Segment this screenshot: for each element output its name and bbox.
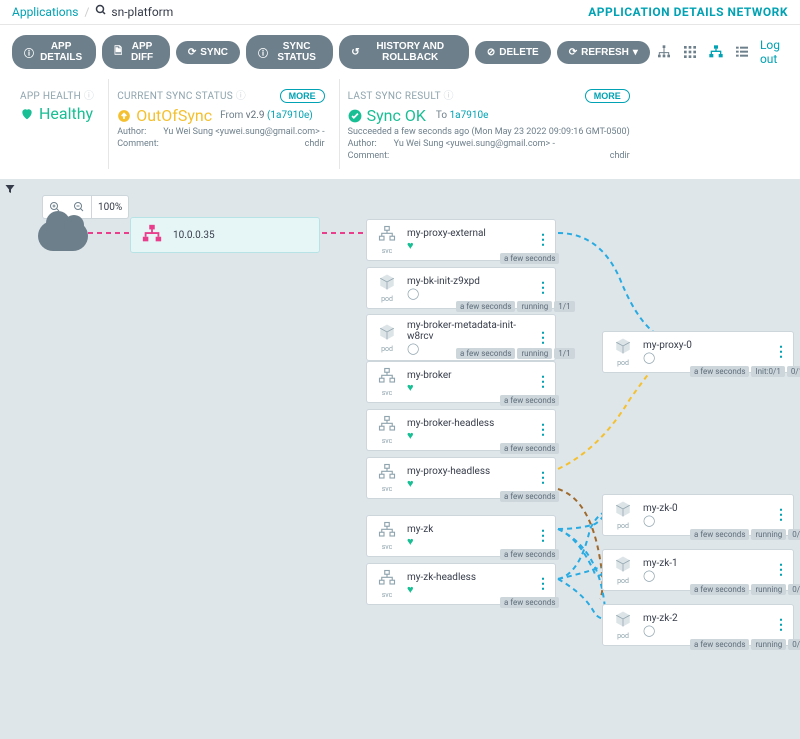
breadcrumb-separator: /	[84, 5, 89, 19]
filter-icon[interactable]	[4, 183, 16, 739]
page-title: APPLICATION DETAILS NETWORK	[588, 5, 788, 19]
list-view-icon[interactable]	[734, 43, 750, 61]
last-sync-label: LAST SYNC RESULT ⓘ	[348, 87, 454, 102]
menu-icon[interactable]: ⋮	[536, 474, 549, 482]
network-view-icon[interactable]	[708, 43, 724, 61]
sync-status-button[interactable]: ⓘSYNC STATUS	[246, 35, 333, 69]
menu-icon[interactable]: ⋮	[774, 348, 787, 356]
delete-icon: ⊘	[487, 47, 495, 58]
refresh-button[interactable]: ⟳REFRESH ▾	[557, 41, 650, 64]
last-sync-succeeded: Succeeded a few seconds ago (Mon May 23 …	[348, 127, 630, 137]
arrow-up-icon	[117, 109, 131, 123]
service-icon	[377, 569, 397, 590]
service-icon	[377, 415, 397, 436]
comment-label: Comment:	[117, 139, 163, 149]
app-diff-button[interactable]: 🗎APP DIFF	[102, 35, 170, 69]
logout-link[interactable]: Log out	[760, 38, 788, 66]
zoom-value: 100%	[91, 196, 128, 218]
ring-icon: ◯	[407, 287, 419, 300]
service-icon	[377, 463, 397, 484]
service-icon	[377, 367, 397, 388]
app-name: sn-platform	[111, 5, 173, 19]
menu-icon[interactable]: ⋮	[536, 580, 549, 588]
pod-icon	[613, 610, 633, 631]
cloud-icon	[38, 221, 88, 251]
heart-icon: ♥	[407, 239, 414, 252]
history-rollback-button[interactable]: ↺HISTORY AND ROLLBACK	[339, 35, 469, 69]
menu-icon[interactable]: ⋮	[536, 378, 549, 386]
last-sync-author-value: Yu Wei Sung <yuwei.sung@gmail.com> -	[394, 139, 630, 149]
network-canvas[interactable]: 100% 10.0.0.35 svc my-proxy-external♥ ⋮ …	[0, 179, 800, 739]
heart-icon	[20, 107, 34, 121]
pod-icon	[613, 500, 633, 521]
menu-icon[interactable]: ⋮	[774, 511, 787, 519]
check-icon	[348, 109, 362, 123]
last-sync-author-label: Author:	[348, 139, 394, 149]
last-sync-more-button[interactable]: MORE	[585, 89, 630, 103]
last-sync-to: To 1a7910e	[436, 110, 489, 121]
info-icon: ⓘ	[24, 45, 34, 60]
menu-icon[interactable]: ⋮	[536, 334, 549, 342]
ring-icon: ◯	[407, 342, 419, 355]
pod-icon	[377, 273, 397, 294]
grid-view-icon[interactable]	[682, 43, 698, 61]
pod-icon	[613, 555, 633, 576]
tree-view-icon[interactable]	[656, 43, 672, 61]
network-icon	[141, 223, 163, 248]
ip-node[interactable]: 10.0.0.35	[130, 217, 320, 253]
chevron-down-icon: ▾	[633, 47, 638, 58]
last-sync-comment-value: chdir	[394, 151, 630, 161]
file-icon: 🗎	[114, 44, 122, 61]
menu-icon[interactable]: ⋮	[536, 236, 549, 244]
menu-icon[interactable]: ⋮	[536, 426, 549, 434]
menu-icon[interactable]: ⋮	[774, 621, 787, 629]
app-details-button[interactable]: ⓘAPP DETAILS	[12, 35, 96, 69]
service-icon	[377, 521, 397, 542]
breadcrumb-applications[interactable]: Applications	[12, 5, 78, 19]
app-health-value: Healthy	[20, 104, 94, 123]
pod-icon	[613, 337, 633, 358]
info-icon: ⓘ	[258, 45, 268, 60]
delete-button[interactable]: ⊘DELETE	[475, 41, 551, 64]
sync-status-label: CURRENT SYNC STATUS ⓘ	[117, 87, 246, 102]
service-icon	[377, 225, 397, 246]
search-icon[interactable]	[95, 4, 107, 20]
history-icon: ↺	[351, 47, 359, 58]
ip-address: 10.0.0.35	[173, 230, 215, 241]
comment-value: chdir	[163, 139, 324, 149]
sync-button[interactable]: ⟳SYNC	[176, 41, 240, 64]
author-value: Yu Wei Sung <yuwei.sung@gmail.com> -	[163, 127, 324, 137]
refresh-icon: ⟳	[569, 47, 577, 58]
sync-from-rev: From v2.9 (1a7910e)	[220, 110, 313, 121]
app-health-label: APP HEALTH ⓘ	[20, 87, 94, 102]
age-badge: a few seconds	[500, 253, 559, 264]
last-sync-comment-label: Comment:	[348, 151, 394, 161]
sync-status-value: OutOfSync	[117, 106, 212, 125]
sync-icon: ⟳	[188, 47, 196, 58]
menu-icon[interactable]: ⋮	[774, 566, 787, 574]
author-label: Author:	[117, 127, 163, 137]
last-sync-value: Sync OK	[348, 106, 426, 125]
menu-icon[interactable]: ⋮	[536, 532, 549, 540]
sync-status-more-button[interactable]: MORE	[280, 89, 325, 103]
menu-icon[interactable]: ⋮	[536, 284, 549, 292]
pod-icon	[377, 323, 397, 344]
